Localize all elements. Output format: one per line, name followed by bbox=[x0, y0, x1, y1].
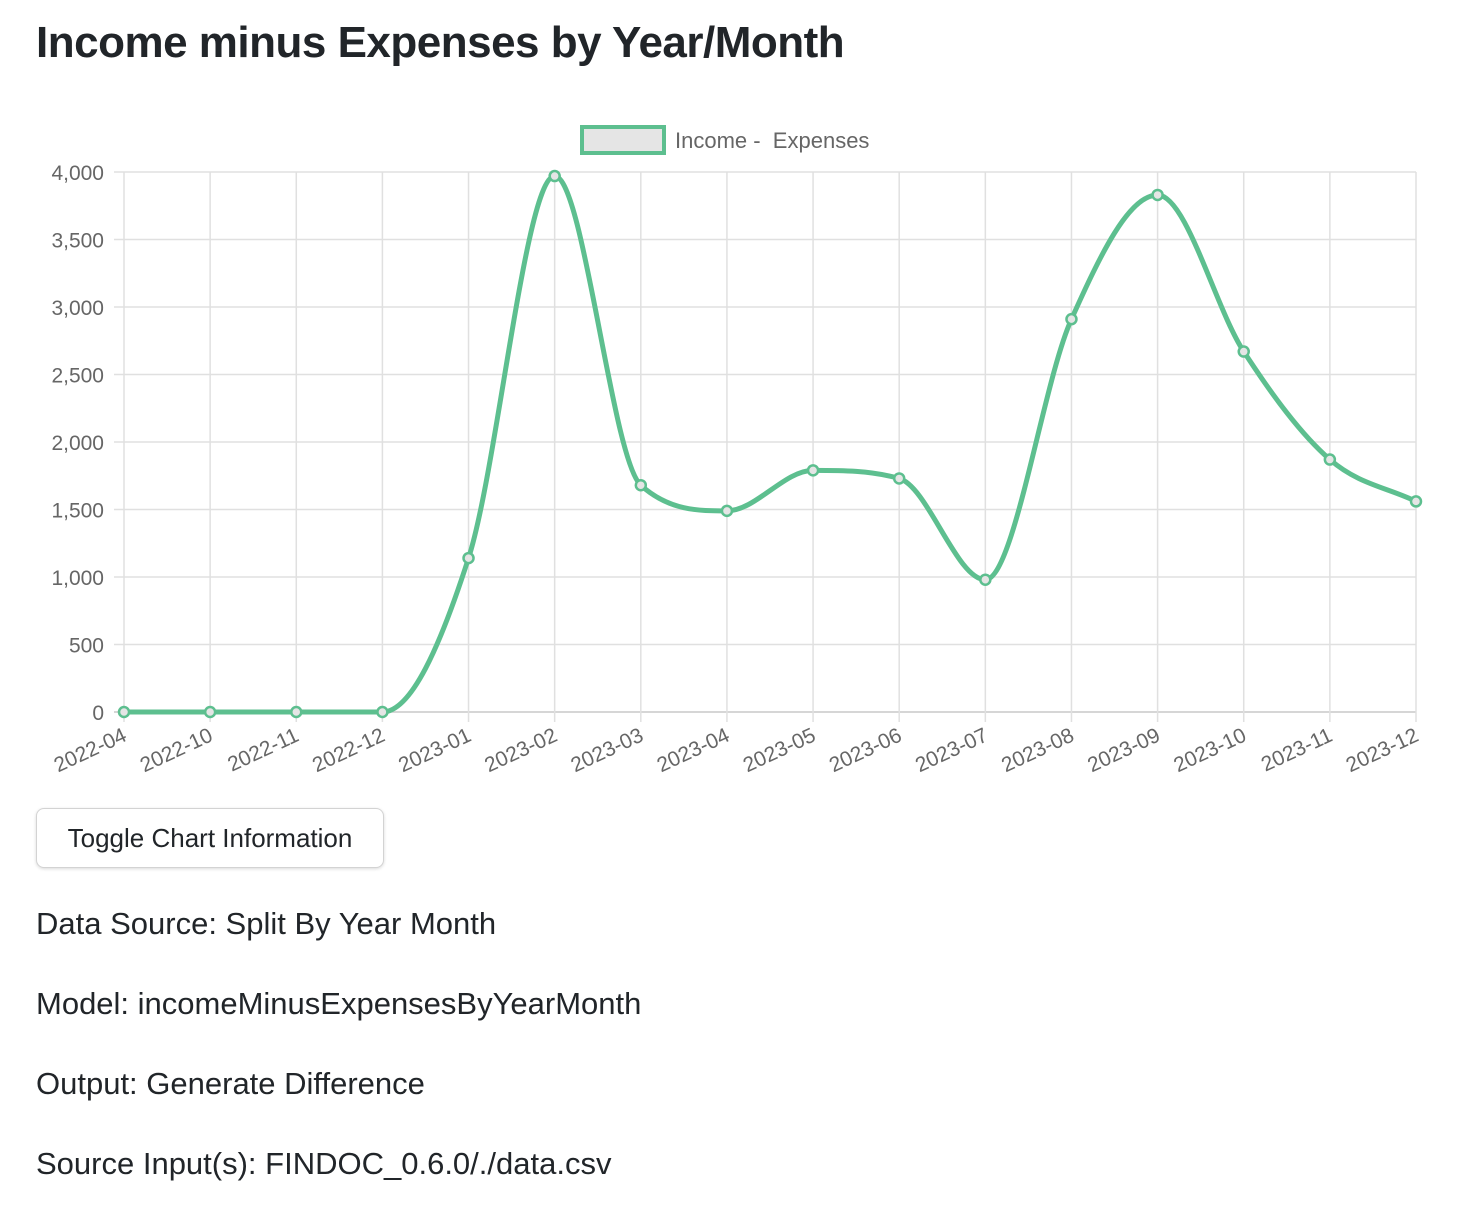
axis-labels: 0 500 1,000 1,500 2,000 2,500 3,000 3,500 4,000 2… bbox=[51, 162, 1423, 777]
data-point[interactable] bbox=[979, 573, 992, 586]
x-tick-label: 2023-05 bbox=[740, 724, 820, 777]
model-text: Model: incomeMinusExpensesByYearMonth bbox=[36, 986, 642, 1021]
x-tick-label: 2023-10 bbox=[1170, 724, 1250, 777]
series bbox=[117, 169, 1423, 719]
x-tick-label: 2022-12 bbox=[309, 724, 389, 777]
toggle-chart-information-button[interactable]: Toggle Chart Information bbox=[36, 808, 384, 868]
data-point[interactable] bbox=[892, 472, 906, 485]
data-point[interactable] bbox=[1323, 453, 1337, 466]
y-tick-label: 500 bbox=[69, 635, 104, 658]
x-tick-label: 2023-01 bbox=[395, 724, 475, 777]
x-tick-label: 2023-12 bbox=[1343, 724, 1423, 777]
y-tick-label: 2,000 bbox=[51, 432, 104, 455]
data-point[interactable] bbox=[290, 705, 303, 719]
y-tick-label: 1,000 bbox=[51, 567, 104, 590]
page-title: Income minus Expenses by Year/Month bbox=[36, 18, 845, 67]
x-tick-label: 2023-07 bbox=[912, 724, 992, 777]
x-tick-label: 2022-04 bbox=[51, 724, 131, 778]
data-point[interactable] bbox=[117, 705, 131, 719]
legend-swatch[interactable] bbox=[580, 125, 666, 155]
y-tick-label: 0 bbox=[92, 702, 104, 725]
x-tick-label: 2022-11 bbox=[224, 724, 302, 777]
x-tick-label: 2023-04 bbox=[653, 724, 733, 778]
x-tick-label: 2023-11 bbox=[1258, 724, 1336, 777]
data-point[interactable] bbox=[462, 551, 475, 565]
series-line bbox=[121, 173, 1419, 715]
data-point[interactable] bbox=[1409, 495, 1423, 508]
x-tick-label: 2023-08 bbox=[998, 724, 1078, 777]
data-point[interactable] bbox=[548, 169, 561, 183]
x-tick-label: 2023-02 bbox=[481, 724, 561, 777]
y-tick-label: 3,000 bbox=[51, 297, 104, 320]
x-tick-label: 2022-10 bbox=[137, 724, 217, 777]
line-chart: 0 500 1,000 1,500 2,000 2,500 3,000 3,500 4,000 2… bbox=[51, 125, 1423, 777]
data-point[interactable] bbox=[203, 705, 217, 719]
source-inputs-text: Source Input(s): FINDOC_0.6.0/./data.csv bbox=[36, 1146, 612, 1181]
grid-lines bbox=[114, 171, 1417, 722]
data-point[interactable] bbox=[720, 504, 734, 518]
data-point[interactable] bbox=[806, 464, 820, 477]
data-point[interactable] bbox=[1065, 312, 1078, 326]
data-source-text: Data Source: Split By Year Month bbox=[36, 906, 497, 941]
y-tick-label: 2,500 bbox=[51, 365, 104, 388]
y-tick-label: 4,000 bbox=[51, 162, 104, 185]
x-tick-label: 2023-03 bbox=[567, 724, 647, 777]
legend-label[interactable]: Income - Expenses bbox=[675, 128, 869, 153]
data-point[interactable] bbox=[634, 478, 648, 492]
y-tick-label: 3,500 bbox=[51, 230, 104, 253]
output-text: Output: Generate Difference bbox=[36, 1066, 425, 1101]
data-point[interactable] bbox=[1237, 345, 1250, 358]
data-point[interactable] bbox=[1151, 188, 1164, 202]
legend[interactable]: Income - Expenses bbox=[580, 125, 869, 155]
x-tick-label: 2023-06 bbox=[826, 724, 906, 777]
chart-container: 0 500 1,000 1,500 2,000 2,500 3,000 3,500 4,000 2… bbox=[0, 110, 1466, 810]
x-tick-label: 2023-09 bbox=[1084, 724, 1164, 777]
data-point[interactable] bbox=[376, 705, 389, 719]
y-tick-label: 1,500 bbox=[51, 500, 104, 523]
